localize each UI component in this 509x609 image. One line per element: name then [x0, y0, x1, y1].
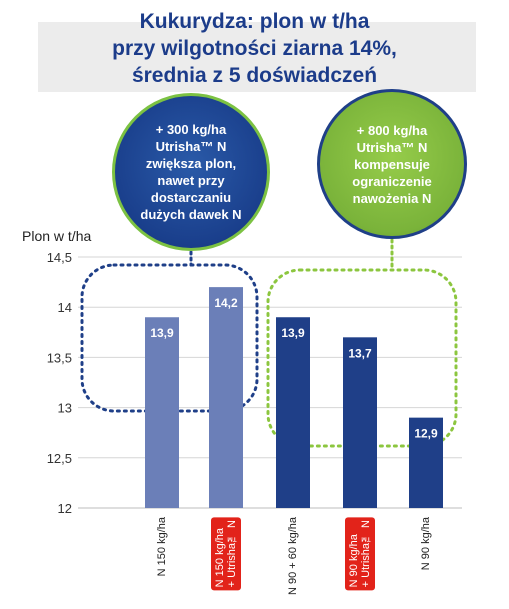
- x-tick-label: N 90 + 60 kg/ha: [287, 517, 299, 595]
- x-tick-label: N 90 kg/ha: [420, 517, 432, 571]
- bar-value-label: 13,7: [348, 346, 372, 360]
- bubble-utrisha-300: + 300 kg/ha Utrisha™ N zwiększa plon, na…: [112, 93, 270, 251]
- bubble-left-line: + 300 kg/ha: [155, 122, 227, 137]
- group-outlines: [80, 263, 458, 448]
- x-tick-label: N 150 kg/ha: [156, 517, 168, 577]
- bubble-right-line: ograniczenie: [352, 173, 432, 189]
- gridlines: [78, 256, 462, 509]
- bar-value-label: 12,9: [414, 427, 438, 441]
- bubble-left-line: nawet przy: [157, 173, 225, 188]
- bubble-connectors: [189, 238, 394, 272]
- bar: [276, 317, 310, 508]
- title-line-3: średnia z 5 doświadczeń: [131, 64, 378, 87]
- y-tick-labels: 12 12,5 13 13,5 14 14,5: [47, 250, 72, 516]
- bar-value-label: 13,9: [281, 326, 305, 340]
- bubble-right-line: Utrisha™ N: [356, 139, 428, 155]
- y-tick-label: 12,5: [47, 451, 72, 466]
- bubble-left-line: Utrisha™ N: [155, 139, 227, 154]
- bubble-right-line: nawożenia N: [352, 190, 432, 206]
- bubble-left-line: dużych dawek N: [140, 207, 242, 222]
- x-tick-label-highlight: N 150 kg/ha + Utrisha™ N: [211, 517, 241, 591]
- y-tick-label: 13,5: [47, 350, 72, 365]
- bubble-right-line: kompensuje: [354, 156, 430, 172]
- bar: [343, 337, 377, 508]
- title-line-1: Kukurydza: plon w t/ha: [139, 10, 370, 33]
- bar: [145, 317, 179, 508]
- y-tick-label: 14: [58, 300, 72, 315]
- y-tick-label: 12: [58, 501, 72, 516]
- title-band: [38, 22, 476, 92]
- bubble-right-line: + 800 kg/ha: [356, 122, 428, 138]
- bubble-left-line: zwiększa plon,: [145, 156, 237, 171]
- chart-title: Kukurydza: plon w t/ha przy wilgotności …: [0, 8, 509, 89]
- bar-value-label: 13,9: [150, 326, 174, 340]
- title-line-2: przy wilgotności ziarna 14%,: [112, 37, 397, 60]
- y-axis-title: Plon w t/ha: [22, 228, 91, 244]
- bar-value-label: 14,2: [214, 296, 238, 310]
- bubble-left-line: dostarczaniu: [150, 190, 232, 205]
- y-tick-label: 14,5: [47, 250, 72, 265]
- y-tick-label: 13: [58, 401, 72, 416]
- bars: 13,9 14,2 13,9 13,7 12,9: [145, 287, 443, 508]
- bar: [209, 287, 243, 508]
- x-tick-label-highlight: N 90 kg/ha + Utrisha™ N: [345, 517, 375, 591]
- bar: [409, 417, 443, 508]
- bubble-utrisha-800: + 800 kg/ha Utrisha™ N kompensuje ograni…: [317, 89, 467, 239]
